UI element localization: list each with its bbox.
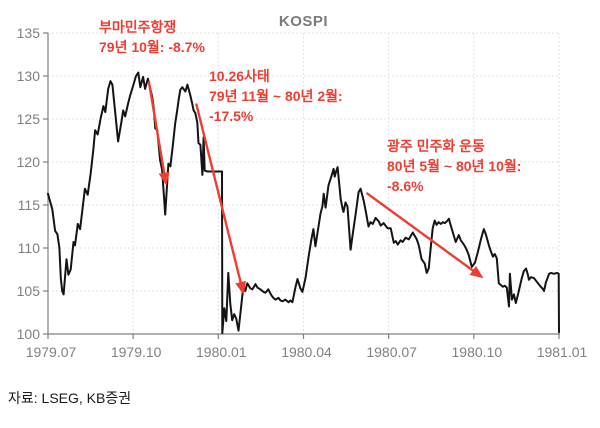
annotation-buma-uprising: 부마민주항쟁 79년 10월: -8.7% bbox=[99, 17, 205, 57]
x-tick-label: 1979.07 bbox=[26, 344, 77, 360]
buma-drop-arrow bbox=[147, 80, 170, 186]
x-tick-label: 1980.01 bbox=[196, 344, 247, 360]
chart-title: KOSPI bbox=[278, 13, 329, 30]
annotation-line: 79년 11월 ~ 80년 2월: bbox=[209, 88, 343, 104]
annotation-line: 80년 5월 ~ 80년 10월: bbox=[387, 158, 522, 174]
y-tick-label: 100 bbox=[17, 326, 41, 342]
y-tick-label: 115 bbox=[18, 197, 41, 213]
annotation-1026-incident: 10.26사태 79년 11월 ~ 80년 2월: -17.5% bbox=[209, 66, 343, 126]
gwangju-drop-arrow bbox=[365, 191, 484, 279]
x-tick-label: 1980.07 bbox=[366, 344, 417, 360]
source-note: 자료: LSEG, KB증권 bbox=[8, 390, 132, 406]
y-tick-label: 130 bbox=[17, 68, 41, 84]
event-arrows bbox=[147, 80, 484, 295]
annotation-line: -17.5% bbox=[209, 108, 254, 124]
x-tick-label: 1981.01 bbox=[537, 344, 588, 360]
x-tick-label: 1980.10 bbox=[452, 344, 503, 360]
y-tick-label: 120 bbox=[17, 154, 41, 170]
annotation-line: 10.26사태 bbox=[209, 68, 270, 84]
annotation-line: 79년 10월: -8.7% bbox=[99, 39, 205, 55]
x-tick-label: 1979.10 bbox=[111, 344, 162, 360]
annotation-line: 부마민주항쟁 bbox=[99, 19, 177, 35]
annotation-gwangju-movement: 광주 민주화 운동 80년 5월 ~ 80년 10월: -8.6% bbox=[387, 136, 521, 196]
y-tick-label: 135 bbox=[17, 25, 41, 41]
price-line bbox=[47, 71, 560, 335]
y-tick-label: 105 bbox=[17, 283, 41, 299]
y-tick-label: 125 bbox=[17, 111, 41, 127]
x-tick-label: 1980.04 bbox=[281, 344, 332, 360]
annotation-line: -8.6% bbox=[387, 178, 424, 194]
oct26-drop-arrow bbox=[195, 103, 246, 295]
tick-labels: 100 105 110 115 120 125 130 135 1979.07 1979.10 19… bbox=[17, 25, 588, 360]
gridlines bbox=[48, 32, 560, 334]
y-tick-label: 110 bbox=[18, 240, 41, 256]
axes bbox=[43, 32, 560, 339]
annotation-line: 광주 민주화 운동 bbox=[387, 138, 485, 154]
